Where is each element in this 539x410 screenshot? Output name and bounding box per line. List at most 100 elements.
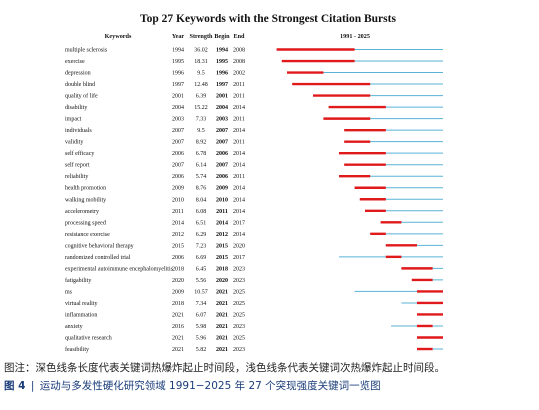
year-value: 2011 <box>172 209 184 215</box>
header-strength: Strength <box>190 33 213 40</box>
end-value: 2002 <box>233 71 245 77</box>
begin-value: 2014 <box>216 220 228 226</box>
keyword-label: qualitative research <box>65 336 112 342</box>
strength-value: 8.04 <box>196 197 207 203</box>
keyword-label: disability <box>65 105 87 111</box>
year-value: 1995 <box>172 59 184 65</box>
strength-value: 6.39 <box>196 94 207 100</box>
caption-separator: | <box>30 380 35 392</box>
year-value: 2006 <box>172 151 184 157</box>
year-value: 2018 <box>172 301 184 307</box>
begin-value: 2006 <box>216 174 228 180</box>
year-value: 2021 <box>172 312 184 318</box>
year-value: 2004 <box>172 105 184 111</box>
end-value: 2025 <box>233 312 245 318</box>
end-value: 2008 <box>233 48 245 54</box>
begin-value: 2021 <box>216 312 228 318</box>
strength-value: 6.51 <box>196 220 207 226</box>
begin-value: 2018 <box>216 266 228 272</box>
end-value: 2025 <box>233 301 245 307</box>
strength-value: 5.98 <box>196 324 207 330</box>
keyword-label: quality of life <box>65 93 98 100</box>
keyword-label: experimental autoimmune encephalomyeliti… <box>65 266 174 272</box>
year-value: 2015 <box>172 243 184 249</box>
strength-value: 9.5 <box>197 71 205 77</box>
strength-value: 6.78 <box>196 151 207 157</box>
figure-note: 图注：深色线条长度代表关键词热爆炸起止时间段，浅色线条代表关键词次热爆炸起止时间… <box>4 362 445 374</box>
keyword-label: health promotion <box>65 186 106 192</box>
keyword-label: validity <box>65 140 83 146</box>
keyword-label: feasibility <box>65 346 89 353</box>
begin-value: 2021 <box>216 324 228 330</box>
header-range: 1991 - 2025 <box>340 33 370 40</box>
year-value: 2010 <box>172 197 184 203</box>
figure-notes: 图注：深色线条长度代表关键词热爆炸起止时间段，浅色线条代表关键词次热爆炸起止时间… <box>4 361 535 394</box>
begin-value: 2004 <box>216 105 228 111</box>
strength-value: 5.96 <box>196 336 207 342</box>
keyword-label: inflammation <box>65 311 97 318</box>
keyword-label: virtual reality <box>65 301 98 307</box>
year-value: 1994 <box>172 48 184 54</box>
year-value: 2009 <box>172 186 184 192</box>
end-value: 2014 <box>233 232 245 238</box>
begin-value: 2011 <box>216 209 228 215</box>
keyword-label: randomized controlled trial <box>65 255 131 261</box>
end-value: 2014 <box>233 209 245 215</box>
header-end: End <box>233 33 245 40</box>
end-value: 2023 <box>233 266 245 272</box>
begin-value: 1997 <box>216 82 228 88</box>
figure-caption: 图 4 | 运动与多发性硬化研究领域 1991−2025 年 27 个突现强度关… <box>4 378 535 394</box>
figure-number: 图 4 <box>4 380 26 392</box>
year-value: 2001 <box>172 94 184 100</box>
end-value: 2014 <box>233 151 245 157</box>
year-value: 2012 <box>172 232 184 238</box>
end-value: 2025 <box>233 289 245 295</box>
strength-value: 8.76 <box>196 186 207 192</box>
header-keywords: Keywords <box>105 33 132 40</box>
year-value: 2006 <box>172 255 184 261</box>
keyword-label: multiple sclerosis <box>65 48 108 54</box>
figure-caption-text: 运动与多发性硬化研究领域 1991−2025 年 27 个突现强度关键词一览图 <box>39 380 381 392</box>
begin-value: 2007 <box>216 163 228 169</box>
keyword-label: double blind <box>65 82 95 88</box>
begin-value: 2015 <box>216 255 228 261</box>
strength-value: 5.56 <box>196 278 207 284</box>
begin-value: 1994 <box>216 48 228 54</box>
begin-value: 2006 <box>216 151 228 157</box>
strength-value: 10.57 <box>194 289 208 295</box>
strength-value: 6.07 <box>196 312 207 318</box>
begin-value: 1996 <box>216 71 228 77</box>
strength-value: 12.48 <box>194 82 208 88</box>
year-value: 2021 <box>172 347 184 353</box>
end-value: 2011 <box>233 82 245 88</box>
begin-value: 2010 <box>216 197 228 203</box>
end-value: 2014 <box>233 105 245 111</box>
begin-value: 2003 <box>216 117 228 123</box>
keyword-label: reliability <box>65 174 88 180</box>
year-value: 2018 <box>172 266 184 272</box>
keyword-label: resistance exercise <box>65 232 110 238</box>
begin-value: 2009 <box>216 186 228 192</box>
year-value: 2016 <box>172 324 184 330</box>
end-value: 2020 <box>233 243 245 249</box>
keyword-label: exercise <box>65 59 85 65</box>
year-value: 2007 <box>172 128 184 134</box>
year-value: 2003 <box>172 117 184 123</box>
strength-value: 6.29 <box>196 232 207 238</box>
year-value: 1996 <box>172 71 184 77</box>
year-value: 2006 <box>172 174 184 180</box>
keyword-label: cognitive behavioral therapy <box>65 243 134 249</box>
citation-burst-chart: Top 27 Keywords with the Strongest Citat… <box>65 13 443 353</box>
keyword-label: depression <box>65 71 91 77</box>
keyword-label: ms <box>65 289 73 295</box>
end-value: 2023 <box>233 278 245 284</box>
strength-value: 15.22 <box>194 105 208 111</box>
keyword-label: walking mobility <box>65 197 106 203</box>
end-value: 2011 <box>233 174 245 180</box>
strength-value: 6.69 <box>196 255 207 261</box>
keyword-label: impact <box>65 117 82 123</box>
begin-value: 2021 <box>216 336 228 342</box>
year-value: 2020 <box>172 278 184 284</box>
strength-value: 18.31 <box>194 59 208 65</box>
strength-value: 5.74 <box>196 174 207 180</box>
